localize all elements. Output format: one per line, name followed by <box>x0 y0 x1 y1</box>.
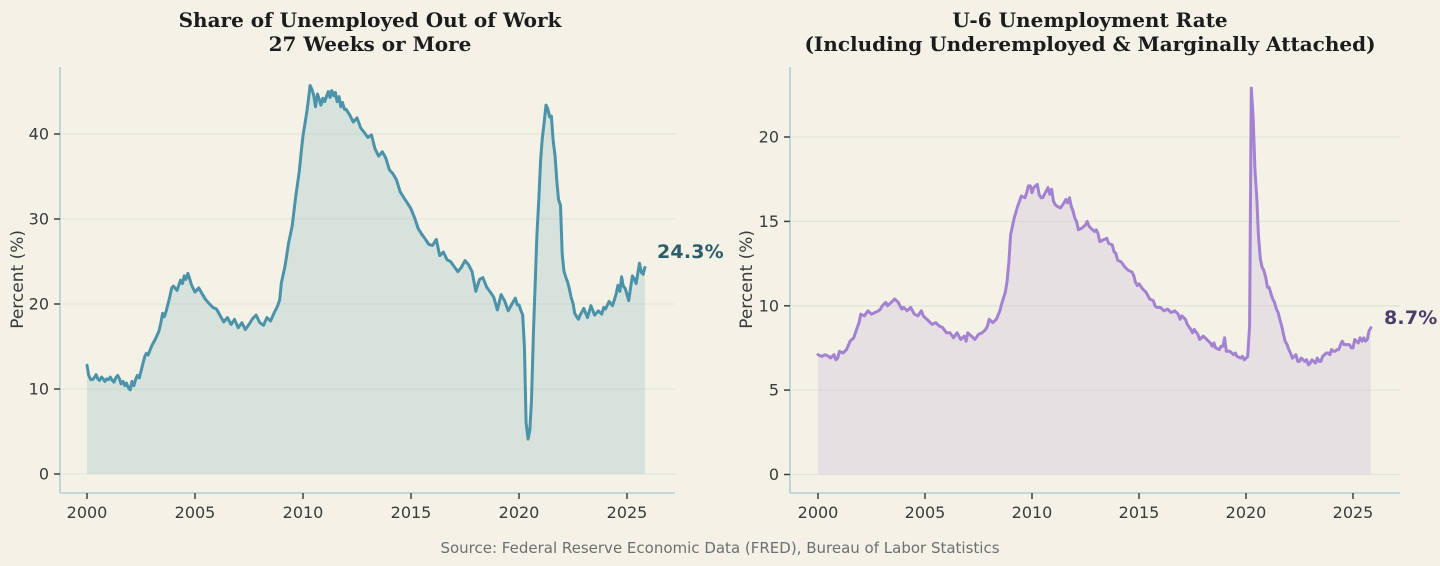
y-tick-label: 40 <box>29 125 49 144</box>
x-tick-label: 2010 <box>283 503 324 522</box>
right-chart-title-line1: U-6 Unemployment Rate <box>952 8 1228 32</box>
x-tick-label: 2000 <box>67 503 108 522</box>
x-tick-label: 2005 <box>905 503 946 522</box>
plot-long-term-unemployed-share: 0 10 20 30 40 2000 2005 2010 2015 2020 2025 <box>29 67 675 522</box>
right-y-axis-label: Percent (%) <box>737 230 757 329</box>
x-tick-label: 2025 <box>1333 503 1374 522</box>
y-tick-label: 5 <box>769 381 779 400</box>
left-chart-title-line2: 27 Weeks or More <box>268 32 472 56</box>
data-line <box>816 86 1373 367</box>
right-end-value-label: 8.7% <box>1384 307 1438 329</box>
x-tick-label: 2015 <box>391 503 432 522</box>
left-y-axis-label: Percent (%) <box>8 230 28 329</box>
x-tick-label: 2000 <box>798 503 839 522</box>
x-tick-label: 2015 <box>1119 503 1160 522</box>
y-tick-label: 0 <box>769 465 779 484</box>
source-note: Source: Federal Reserve Economic Data (F… <box>440 539 1000 557</box>
x-tick-label: 2010 <box>1012 503 1053 522</box>
area-fill <box>818 88 1371 475</box>
y-tick-label: 20 <box>759 128 779 147</box>
left-chart-title-line1: Share of Unemployed Out of Work <box>178 8 562 32</box>
y-tick-label: 0 <box>39 465 49 484</box>
area-fill <box>87 85 645 474</box>
plot-u6-unemployment-rate: 0 5 10 15 20 2000 2005 2010 2015 2020 2025 <box>759 67 1400 522</box>
y-tick-label: 30 <box>29 210 49 229</box>
x-tick-label: 2020 <box>1226 503 1267 522</box>
right-chart-title: U-6 Unemployment Rate (Including Underem… <box>760 8 1420 56</box>
y-tick-label: 10 <box>759 296 779 315</box>
right-chart-title-line2: (Including Underemployed & Marginally At… <box>804 32 1376 56</box>
x-tick-label: 2025 <box>607 503 648 522</box>
y-tick-label: 20 <box>29 295 49 314</box>
data-line <box>85 84 647 441</box>
y-tick-label: 15 <box>759 212 779 231</box>
y-tick-label: 10 <box>29 380 49 399</box>
x-tick-label: 2005 <box>175 503 216 522</box>
x-tick-label: 2020 <box>499 503 540 522</box>
left-end-value-label: 24.3% <box>657 241 724 263</box>
left-chart-title: Share of Unemployed Out of Work 27 Weeks… <box>30 8 710 56</box>
